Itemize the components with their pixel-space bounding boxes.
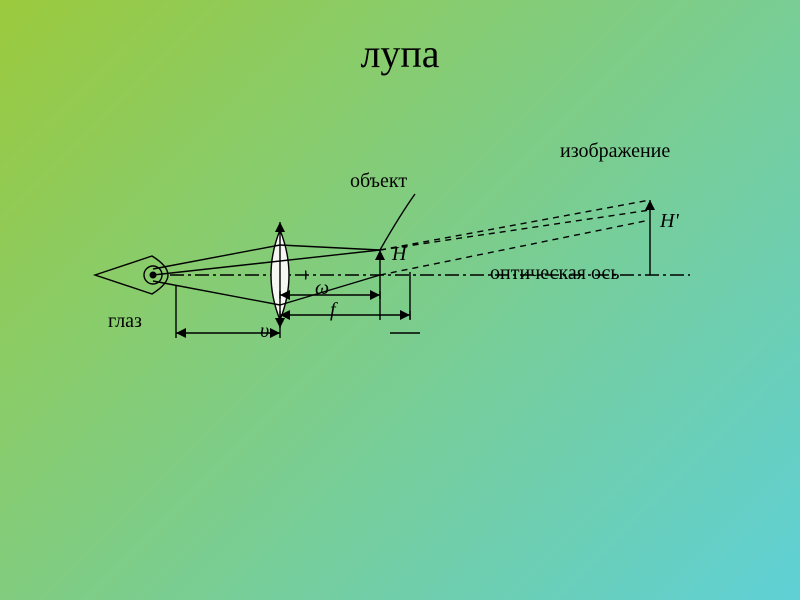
label-object: объект — [350, 170, 407, 193]
symbol-h-prime: H' — [660, 210, 679, 233]
symbol-h: H — [392, 243, 406, 266]
page-title: лупа — [0, 30, 800, 77]
symbol-v: υ — [260, 320, 269, 343]
symbol-omega: ω — [315, 277, 329, 300]
label-image: изображение — [560, 140, 670, 163]
label-eye: глаз — [108, 310, 142, 333]
optics-diagram: объект изображение оптическая ось глаз H… — [90, 170, 710, 380]
symbol-f: f — [330, 299, 336, 322]
label-optical-axis: оптическая ось — [490, 262, 619, 285]
